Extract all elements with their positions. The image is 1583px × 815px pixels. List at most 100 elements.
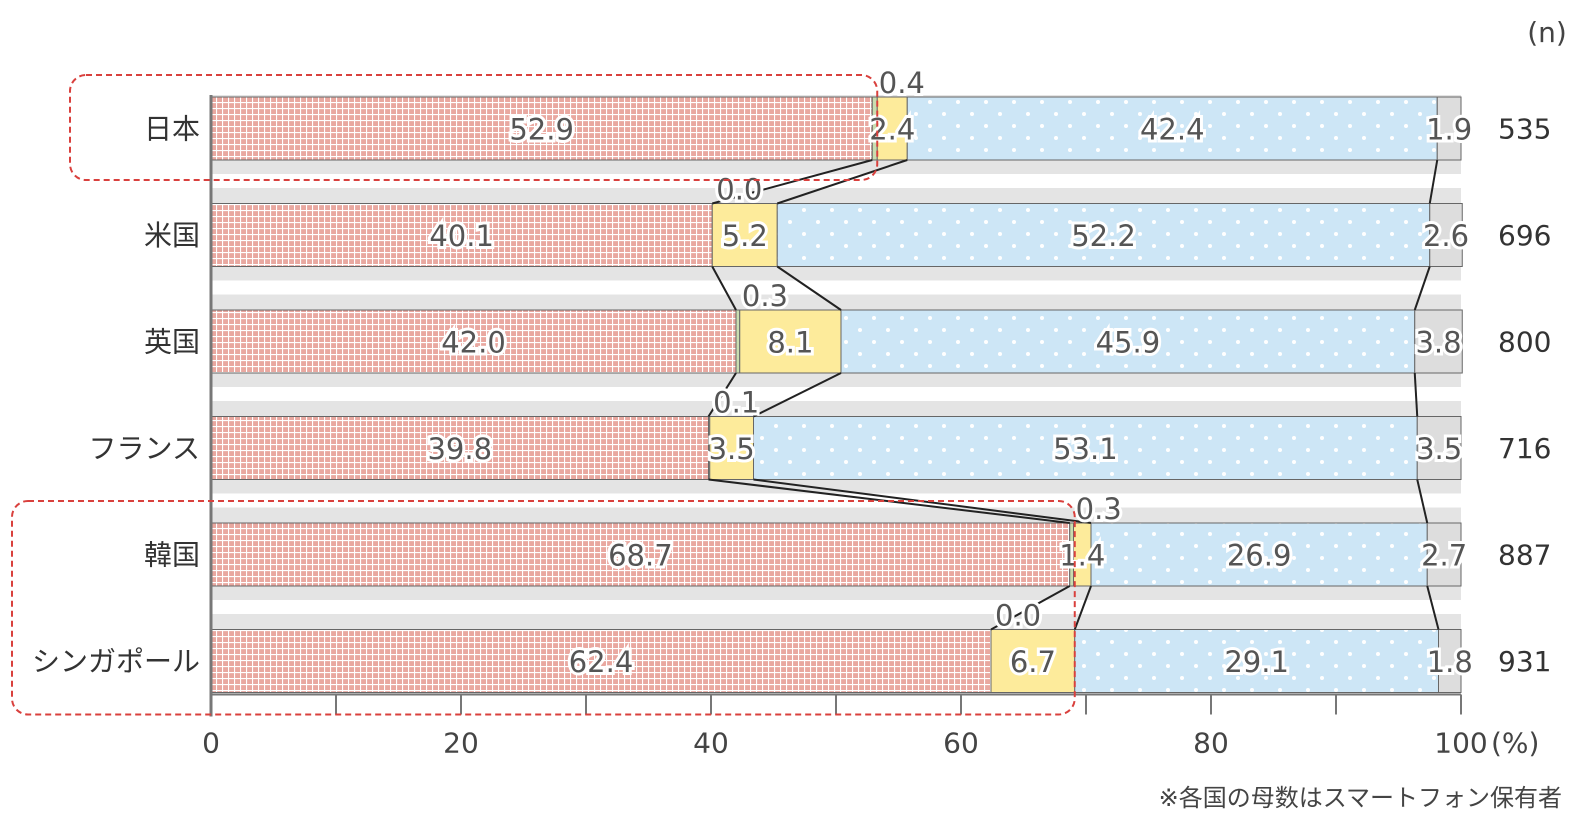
label-series-3: 6.7: [1010, 645, 1056, 679]
category-label: 英国: [144, 326, 200, 359]
connector-line: [1073, 585, 1092, 630]
x-tick-label: 60: [943, 727, 979, 760]
label-series-2: 0.3: [742, 279, 788, 313]
bar-segment-4: [1074, 629, 1439, 693]
category-label: シンガポール: [32, 645, 200, 678]
label-series-2: 0.4: [879, 66, 925, 100]
category-label: 日本: [144, 113, 200, 146]
bar-segment-3: [739, 309, 842, 374]
bar-segment-5: [1429, 203, 1463, 267]
label-series-1: 39.8: [427, 432, 492, 466]
label-series-1: 68.7: [608, 539, 673, 573]
category-label: 韓国: [144, 539, 200, 572]
connector-line: [1426, 585, 1440, 630]
x-tick-label: 100: [1434, 727, 1487, 760]
row-gap: [211, 280, 1461, 295]
label-series-3: 3.5: [709, 432, 755, 466]
label-series-1: 62.4: [569, 645, 634, 679]
label-series-3: 8.1: [767, 326, 813, 360]
segment-labels: 52.9 2.4 42.4 1.9 0.4 40.1 5.2 52.2 2.6 0.0 42.0 8.…: [424, 63, 1475, 682]
connector-line: [1416, 479, 1429, 524]
label-series-4: 26.9: [1227, 539, 1292, 573]
n-value: 535: [1498, 113, 1551, 146]
bar-segments: [210, 96, 1463, 693]
label-series-3: 5.2: [722, 219, 768, 253]
connector-line: [1413, 266, 1431, 311]
connector-line: [707, 372, 737, 418]
bar-segment-3: [990, 629, 1076, 693]
label-series-5: 1.8: [1427, 645, 1473, 679]
label-series-3: 2.4: [869, 113, 915, 147]
connector-line: [1428, 159, 1439, 204]
bar-segment-5: [1414, 309, 1463, 374]
x-unit-label: (%): [1491, 727, 1539, 760]
x-tick-label: 20: [443, 727, 479, 760]
label-series-3: 1.4: [1059, 539, 1105, 573]
label-series-4: 53.1: [1053, 432, 1118, 466]
bar-segment-4: [776, 203, 1431, 267]
x-tick-label: 80: [1193, 727, 1229, 760]
label-series-4: 52.2: [1071, 219, 1136, 253]
bar-segment-1: [210, 416, 709, 480]
connector-line: [776, 159, 908, 205]
footnote: ※各国の母数はスマートフォン保有者: [1159, 784, 1562, 812]
row-gap: [211, 387, 1461, 401]
n-values: 535 696 800 716 887 931: [1498, 113, 1551, 679]
x-tick-label: 0: [202, 727, 220, 760]
label-series-5: 2.7: [1421, 539, 1467, 573]
bar-segment-5: [1438, 629, 1462, 693]
bar-segment-1: [210, 203, 713, 267]
n-value: 931: [1498, 645, 1551, 678]
n-value: 887: [1498, 539, 1551, 572]
x-tick-label: 40: [693, 727, 729, 760]
label-series-2: 0.1: [713, 386, 759, 420]
bar-segment-1: [210, 96, 873, 161]
category-label: フランス: [89, 432, 200, 465]
label-series-1: 42.0: [441, 326, 506, 360]
label-series-1: 40.1: [429, 219, 494, 253]
bar-segment-4: [906, 96, 1438, 161]
connector-line: [1413, 372, 1419, 417]
label-series-5: 1.9: [1426, 113, 1472, 147]
label-series-4: 45.9: [1096, 326, 1161, 360]
label-series-1: 52.9: [509, 113, 574, 147]
row-backgrounds: [211, 95, 1461, 695]
bar-segment-5: [1416, 416, 1462, 480]
n-value: 716: [1498, 432, 1551, 465]
bar-segment-4: [1090, 522, 1428, 587]
label-series-5: 2.6: [1423, 219, 1469, 253]
n-header: (n): [1527, 16, 1567, 49]
bar-segment-3: [711, 203, 778, 267]
connector-line: [711, 266, 737, 311]
label-series-5: 3.8: [1415, 326, 1461, 360]
label-series-5: 3.5: [1416, 432, 1462, 466]
bar-segment-3: [876, 96, 908, 161]
highlight-box: [11, 500, 1076, 716]
connector-line: [990, 585, 1071, 631]
bar-segment-5: [1426, 522, 1462, 587]
connector-line: [711, 159, 873, 205]
connector-line: [753, 372, 842, 418]
connector-line: [776, 265, 842, 311]
label-series-2: 0.0: [716, 173, 762, 207]
label-series-4: 42.4: [1140, 113, 1205, 147]
label-series-2: 0.3: [1076, 492, 1122, 526]
n-value: 800: [1498, 326, 1551, 359]
label-series-4: 29.1: [1224, 645, 1289, 679]
row-gap: [211, 493, 1461, 508]
bar-segment-4: [840, 309, 1416, 374]
x-axis: 0 20 40 60 80 100 (%): [202, 95, 1539, 760]
n-value: 696: [1498, 219, 1551, 252]
row-gap: [211, 600, 1461, 614]
bar-segment-1: [210, 522, 1071, 587]
bar-segment-3: [709, 416, 754, 480]
bar-segment-4: [753, 416, 1418, 480]
label-series-2: 0.0: [995, 599, 1041, 633]
bar-segment-5: [1436, 96, 1462, 161]
highlight-box: [69, 74, 879, 181]
category-label: 米国: [144, 219, 200, 252]
highlight-boxes: [11, 74, 1076, 716]
bar-segment-2: [735, 309, 741, 374]
